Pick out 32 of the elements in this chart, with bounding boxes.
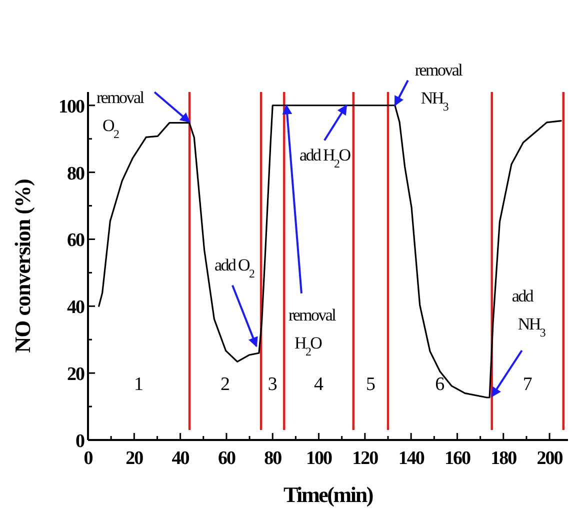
annotation: 4 — [314, 374, 324, 395]
y-axis-title: NO conversion (%) — [10, 179, 35, 353]
annotation: 3 — [268, 374, 278, 395]
x-tick-label: 100 — [306, 448, 332, 469]
annotation: add H$_{2}$O — [299, 145, 351, 170]
y-tick-label: 80 — [67, 163, 84, 184]
x-tick-label: 120 — [352, 448, 378, 469]
x-tick-label: 160 — [444, 448, 470, 469]
y-tick-label: 20 — [67, 364, 84, 386]
annotation: removal NH$_{3}$ — [414, 60, 464, 114]
x-tick-label: 140 — [398, 448, 424, 469]
annotation: 1 — [134, 374, 144, 395]
x-tick-label: 200 — [536, 448, 563, 469]
annotation: add O$_{2}$ — [214, 255, 256, 280]
annotation: 6 — [435, 374, 445, 395]
y-tick-label: 100 — [58, 96, 84, 118]
annotation: 7 — [522, 374, 532, 395]
annotation: removal H$_{2}$O — [288, 305, 337, 358]
x-axis-title: Time(min) — [283, 482, 374, 507]
y-tick-label: 60 — [67, 230, 84, 252]
x-tick-label: 180 — [490, 448, 517, 469]
y-tick-label: 40 — [67, 297, 84, 318]
annotation: 5 — [366, 374, 376, 395]
y-tick-label: 0 — [76, 431, 84, 452]
line-series — [98, 104, 562, 398]
annotation: add NH$_{3}$ — [512, 286, 546, 340]
x-tick-label: 60 — [218, 448, 236, 469]
annotation: 2 — [220, 374, 230, 395]
x-tick-label: 20 — [126, 448, 144, 469]
annotation: removal O$_{2}$ — [96, 88, 145, 142]
x-tick-label: 80 — [264, 448, 282, 469]
x-tick-label: 40 — [172, 448, 190, 469]
